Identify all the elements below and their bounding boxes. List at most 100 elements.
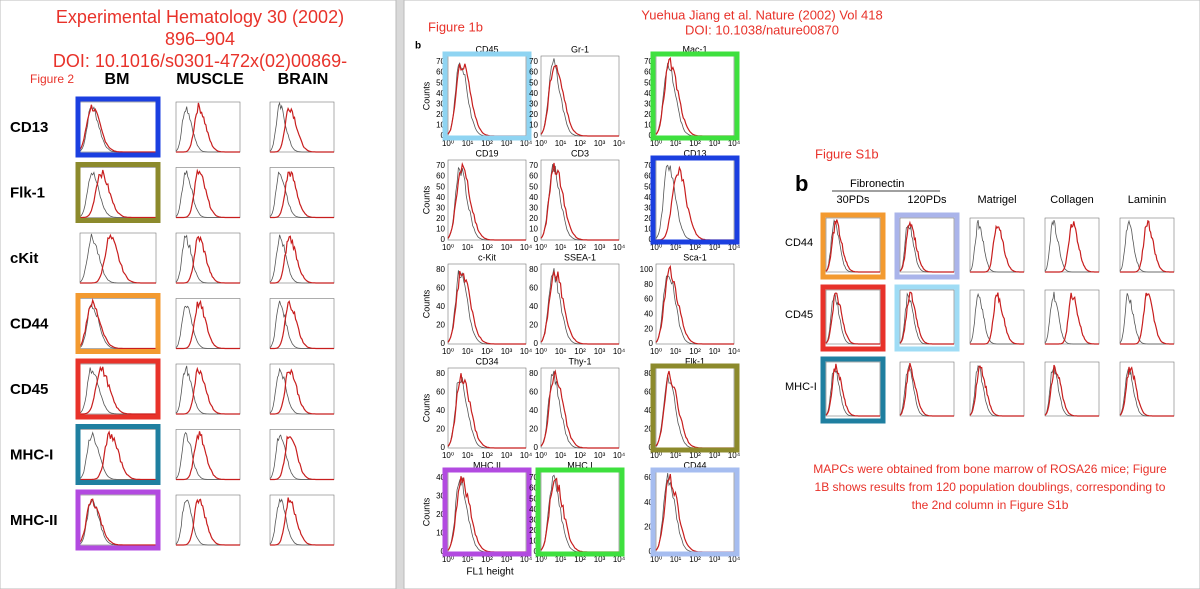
histogram-curve: [970, 292, 1024, 345]
y-tick-label: 50: [529, 78, 538, 87]
x-tick-label: 10²: [689, 451, 701, 460]
y-tick-label: 60: [436, 172, 445, 181]
x-tick-label: 10¹: [670, 451, 682, 460]
x-tick-label: 10¹: [462, 347, 474, 356]
x-tick-label: 10⁴: [520, 555, 533, 564]
histogram-curve: [655, 264, 734, 345]
x-tick-label: 10²: [481, 347, 493, 356]
y-tick-label: 40: [529, 302, 538, 311]
y-tick-label: 40: [644, 406, 653, 415]
x-tick-label: 10²: [574, 451, 586, 460]
y-tick-label: 70: [436, 57, 445, 66]
histogram-curve: [447, 270, 526, 345]
y-axis-label: Counts: [421, 393, 431, 422]
x-tick-label: 10⁴: [728, 451, 741, 460]
x-tick-label: 10³: [501, 347, 513, 356]
x-tick-label: 10¹: [670, 347, 682, 356]
x-tick-label: 10³: [709, 347, 721, 356]
panel-label: CD3: [571, 148, 589, 158]
y-axis-label: Counts: [421, 289, 431, 318]
histogram-curve: [80, 169, 156, 219]
histogram-curve: [899, 291, 954, 345]
panel-label: CD13: [683, 148, 706, 158]
histogram-curve: [270, 300, 334, 350]
y-tick-label: 0: [534, 131, 539, 140]
x-tick-label: 10⁴: [728, 243, 741, 252]
source-title: DOI: 10.1038/nature00870: [685, 22, 839, 37]
histogram-curve: [899, 362, 954, 417]
highlight-box: [75, 96, 161, 158]
x-tick-label: 10¹: [462, 243, 474, 252]
highlight-box: [75, 424, 161, 485]
x-tick-label: 10¹: [462, 555, 474, 564]
x-tick-label: 10³: [594, 139, 606, 148]
x-tick-label: 10⁰: [535, 555, 547, 564]
y-tick-label: 100: [640, 265, 654, 274]
x-tick-label: 10²: [689, 243, 701, 252]
y-tick-label: 60: [644, 388, 653, 397]
y-tick-label: 30: [529, 99, 538, 108]
y-tick-label: 40: [436, 193, 445, 202]
x-tick-label: 10⁰: [650, 139, 662, 148]
panel-label: MHC II: [473, 460, 501, 470]
histogram-curve: [270, 170, 334, 219]
y-tick-label: 50: [529, 182, 538, 191]
x-tick-label: 10¹: [555, 243, 567, 252]
y-tick-label: 20: [436, 214, 445, 223]
y-tick-label: 60: [644, 172, 653, 181]
x-tick-label: 10⁰: [535, 139, 547, 148]
y-axis-label: Counts: [421, 81, 431, 110]
x-tick-label: 10⁰: [442, 451, 454, 460]
panel-label: CD34: [475, 356, 498, 366]
histogram-curve: [1045, 221, 1099, 273]
highlight-box: [535, 467, 625, 557]
x-tick-label: 10⁰: [442, 243, 454, 252]
y-tick-label: 20: [644, 214, 653, 223]
column-header: Laminin: [1128, 194, 1167, 206]
y-tick-label: 0: [534, 235, 539, 244]
histogram-curve: [176, 431, 240, 481]
x-tick-label: 10⁰: [650, 347, 662, 356]
column-header: MUSCLE: [176, 71, 244, 88]
histogram-curve: [540, 369, 619, 449]
y-tick-label: 50: [436, 182, 445, 191]
note: MAPCs were obtained from bone marrow of …: [813, 462, 1167, 476]
x-tick-label: 10³: [594, 555, 606, 564]
y-tick-label: 40: [436, 406, 445, 415]
y-tick-label: 20: [644, 522, 653, 531]
y-tick-label: 80: [529, 369, 538, 378]
y-tick-label: 20: [529, 110, 538, 119]
y-tick-label: 20: [529, 214, 538, 223]
row-label: MHC-II: [10, 512, 58, 529]
y-tick-label: 30: [529, 515, 538, 524]
note: the 2nd column in Figure S1b: [912, 498, 1069, 512]
panel-label: Gr-1: [571, 44, 589, 54]
x-tick-label: 10⁰: [442, 139, 454, 148]
x-tick-label: 10²: [574, 555, 586, 564]
row-label: cKit: [10, 250, 38, 267]
histogram-curve: [825, 292, 880, 345]
histogram-curve: [79, 297, 156, 350]
highlight-box: [650, 155, 740, 245]
y-tick-label: 0: [441, 443, 446, 452]
y-tick-label: 50: [644, 182, 653, 191]
y-tick-label: 60: [436, 284, 445, 293]
y-tick-label: 70: [644, 57, 653, 66]
source-title: Yuehua Jiang et al. Nature (2002) Vol 41…: [641, 7, 882, 22]
y-tick-label: 40: [644, 89, 653, 98]
x-tick-label: 10²: [481, 451, 493, 460]
histogram-curve: [270, 235, 334, 284]
y-tick-label: 70: [529, 473, 538, 482]
x-tick-label: 10⁴: [613, 347, 626, 356]
x-tick-label: 10²: [689, 347, 701, 356]
histogram-curve: [176, 168, 240, 219]
x-tick-label: 10⁴: [613, 139, 626, 148]
y-tick-label: 0: [534, 443, 539, 452]
highlight-box: [894, 212, 960, 280]
x-tick-label: 10¹: [462, 139, 474, 148]
row-label: Flk-1: [10, 184, 45, 201]
y-axis-label: Counts: [421, 497, 431, 526]
y-tick-label: 50: [529, 494, 538, 503]
x-tick-label: 10¹: [670, 139, 682, 148]
